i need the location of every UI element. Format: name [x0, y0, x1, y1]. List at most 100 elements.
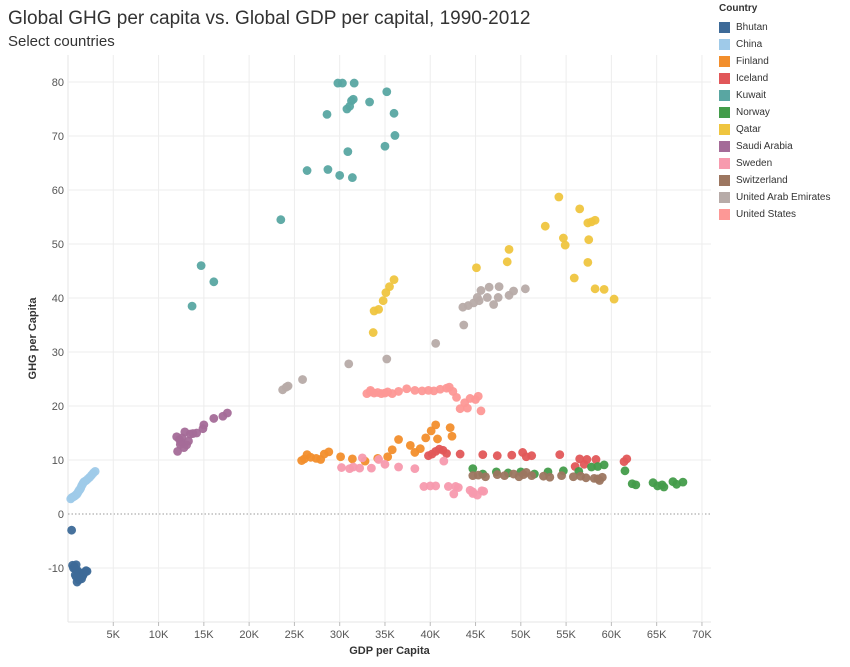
data-point [492, 470, 502, 479]
data-point [336, 452, 345, 462]
legend-item[interactable]: United Arab Emirates [719, 189, 831, 206]
data-point [478, 450, 488, 459]
legend-item[interactable]: Saudi Arabia [719, 138, 831, 155]
data-point [90, 466, 100, 476]
y-tick-label: 40 [52, 293, 64, 305]
data-point [520, 284, 530, 294]
legend-item[interactable]: Switzerland [719, 172, 831, 189]
data-point [335, 171, 345, 180]
legend-item[interactable]: United States [719, 206, 831, 223]
x-tick-label: 40K [420, 629, 440, 641]
data-point [394, 462, 403, 472]
data-point [622, 454, 632, 464]
x-tick-label: 15K [194, 629, 214, 641]
data-point [507, 450, 517, 460]
data-point [421, 433, 431, 443]
series-united-arab-emirates [278, 282, 530, 395]
legend-item[interactable]: Iceland [719, 70, 831, 87]
data-point [455, 404, 465, 414]
data-point [385, 282, 394, 292]
x-tick-label: 30K [330, 629, 350, 641]
data-point [473, 391, 483, 401]
data-point [431, 420, 441, 430]
data-point [348, 94, 358, 104]
data-point [374, 455, 384, 464]
data-point [431, 338, 441, 348]
series-bhutan [67, 525, 92, 587]
data-point [449, 489, 459, 499]
data-point [468, 489, 478, 498]
legend-item[interactable]: Qatar [719, 121, 831, 138]
legend-item[interactable]: Sweden [719, 155, 831, 172]
x-tick-label: 25K [285, 629, 305, 641]
legend-item[interactable]: Norway [719, 104, 831, 121]
data-point [545, 472, 555, 482]
data-point [587, 462, 596, 472]
data-point [323, 165, 333, 174]
data-point [599, 460, 609, 470]
data-point [599, 284, 609, 294]
data-point [382, 87, 392, 97]
data-point [481, 472, 490, 482]
data-point [443, 482, 453, 491]
data-point [298, 375, 307, 384]
x-axis-title: GDP per Capita [349, 645, 430, 657]
data-point [504, 245, 514, 254]
data-point [442, 449, 451, 458]
data-point [609, 294, 619, 304]
data-point [415, 444, 425, 454]
data-point [502, 257, 512, 267]
data-point [620, 466, 630, 476]
y-tick-label: 50 [52, 239, 64, 251]
data-point [595, 476, 605, 485]
data-point [476, 286, 486, 295]
data-point [459, 320, 469, 330]
data-point [324, 447, 334, 457]
legend-swatch [719, 90, 730, 101]
legend-label: China [736, 39, 763, 50]
legend-swatch [719, 56, 730, 67]
legend-label: Norway [736, 107, 770, 118]
legend-item[interactable]: Kuwait [719, 87, 831, 104]
legend-item[interactable]: China [719, 36, 831, 53]
data-point [455, 449, 465, 459]
series-qatar [368, 192, 619, 337]
data-point [276, 215, 286, 225]
data-point [560, 240, 570, 250]
data-point [380, 141, 390, 151]
x-tick-label: 60K [602, 629, 622, 641]
data-point [555, 450, 565, 459]
x-tick-label: 50K [511, 629, 531, 641]
legend-swatch [719, 39, 730, 50]
legend-item[interactable]: Bhutan [719, 19, 831, 36]
data-point [482, 293, 492, 302]
data-point [222, 408, 232, 418]
data-point [447, 431, 457, 441]
data-point [383, 452, 393, 462]
x-tick-label: 45K [466, 629, 486, 641]
y-tick-label: 70 [52, 131, 64, 143]
data-point [67, 525, 77, 535]
data-point [199, 420, 209, 430]
data-point [368, 328, 378, 337]
legend-label: United States [736, 209, 797, 220]
legend-item[interactable]: Finland [719, 53, 831, 70]
legend-label: United Arab Emirates [736, 192, 831, 203]
data-point [302, 166, 312, 175]
data-point [187, 301, 197, 311]
data-point [389, 275, 399, 285]
legend-title: Country [719, 3, 758, 14]
data-point [590, 215, 600, 225]
data-point [173, 446, 182, 456]
data-point [209, 414, 219, 423]
data-point [343, 147, 353, 157]
data-point [590, 284, 600, 294]
data-point [394, 387, 403, 396]
data-point [172, 432, 182, 442]
data-point [380, 459, 390, 469]
data-point [579, 459, 589, 469]
data-point [175, 439, 185, 449]
x-tick-label: 65K [647, 629, 667, 641]
data-point [71, 572, 81, 582]
chart-title: Global GHG per capita vs. Global GDP per… [8, 8, 531, 29]
